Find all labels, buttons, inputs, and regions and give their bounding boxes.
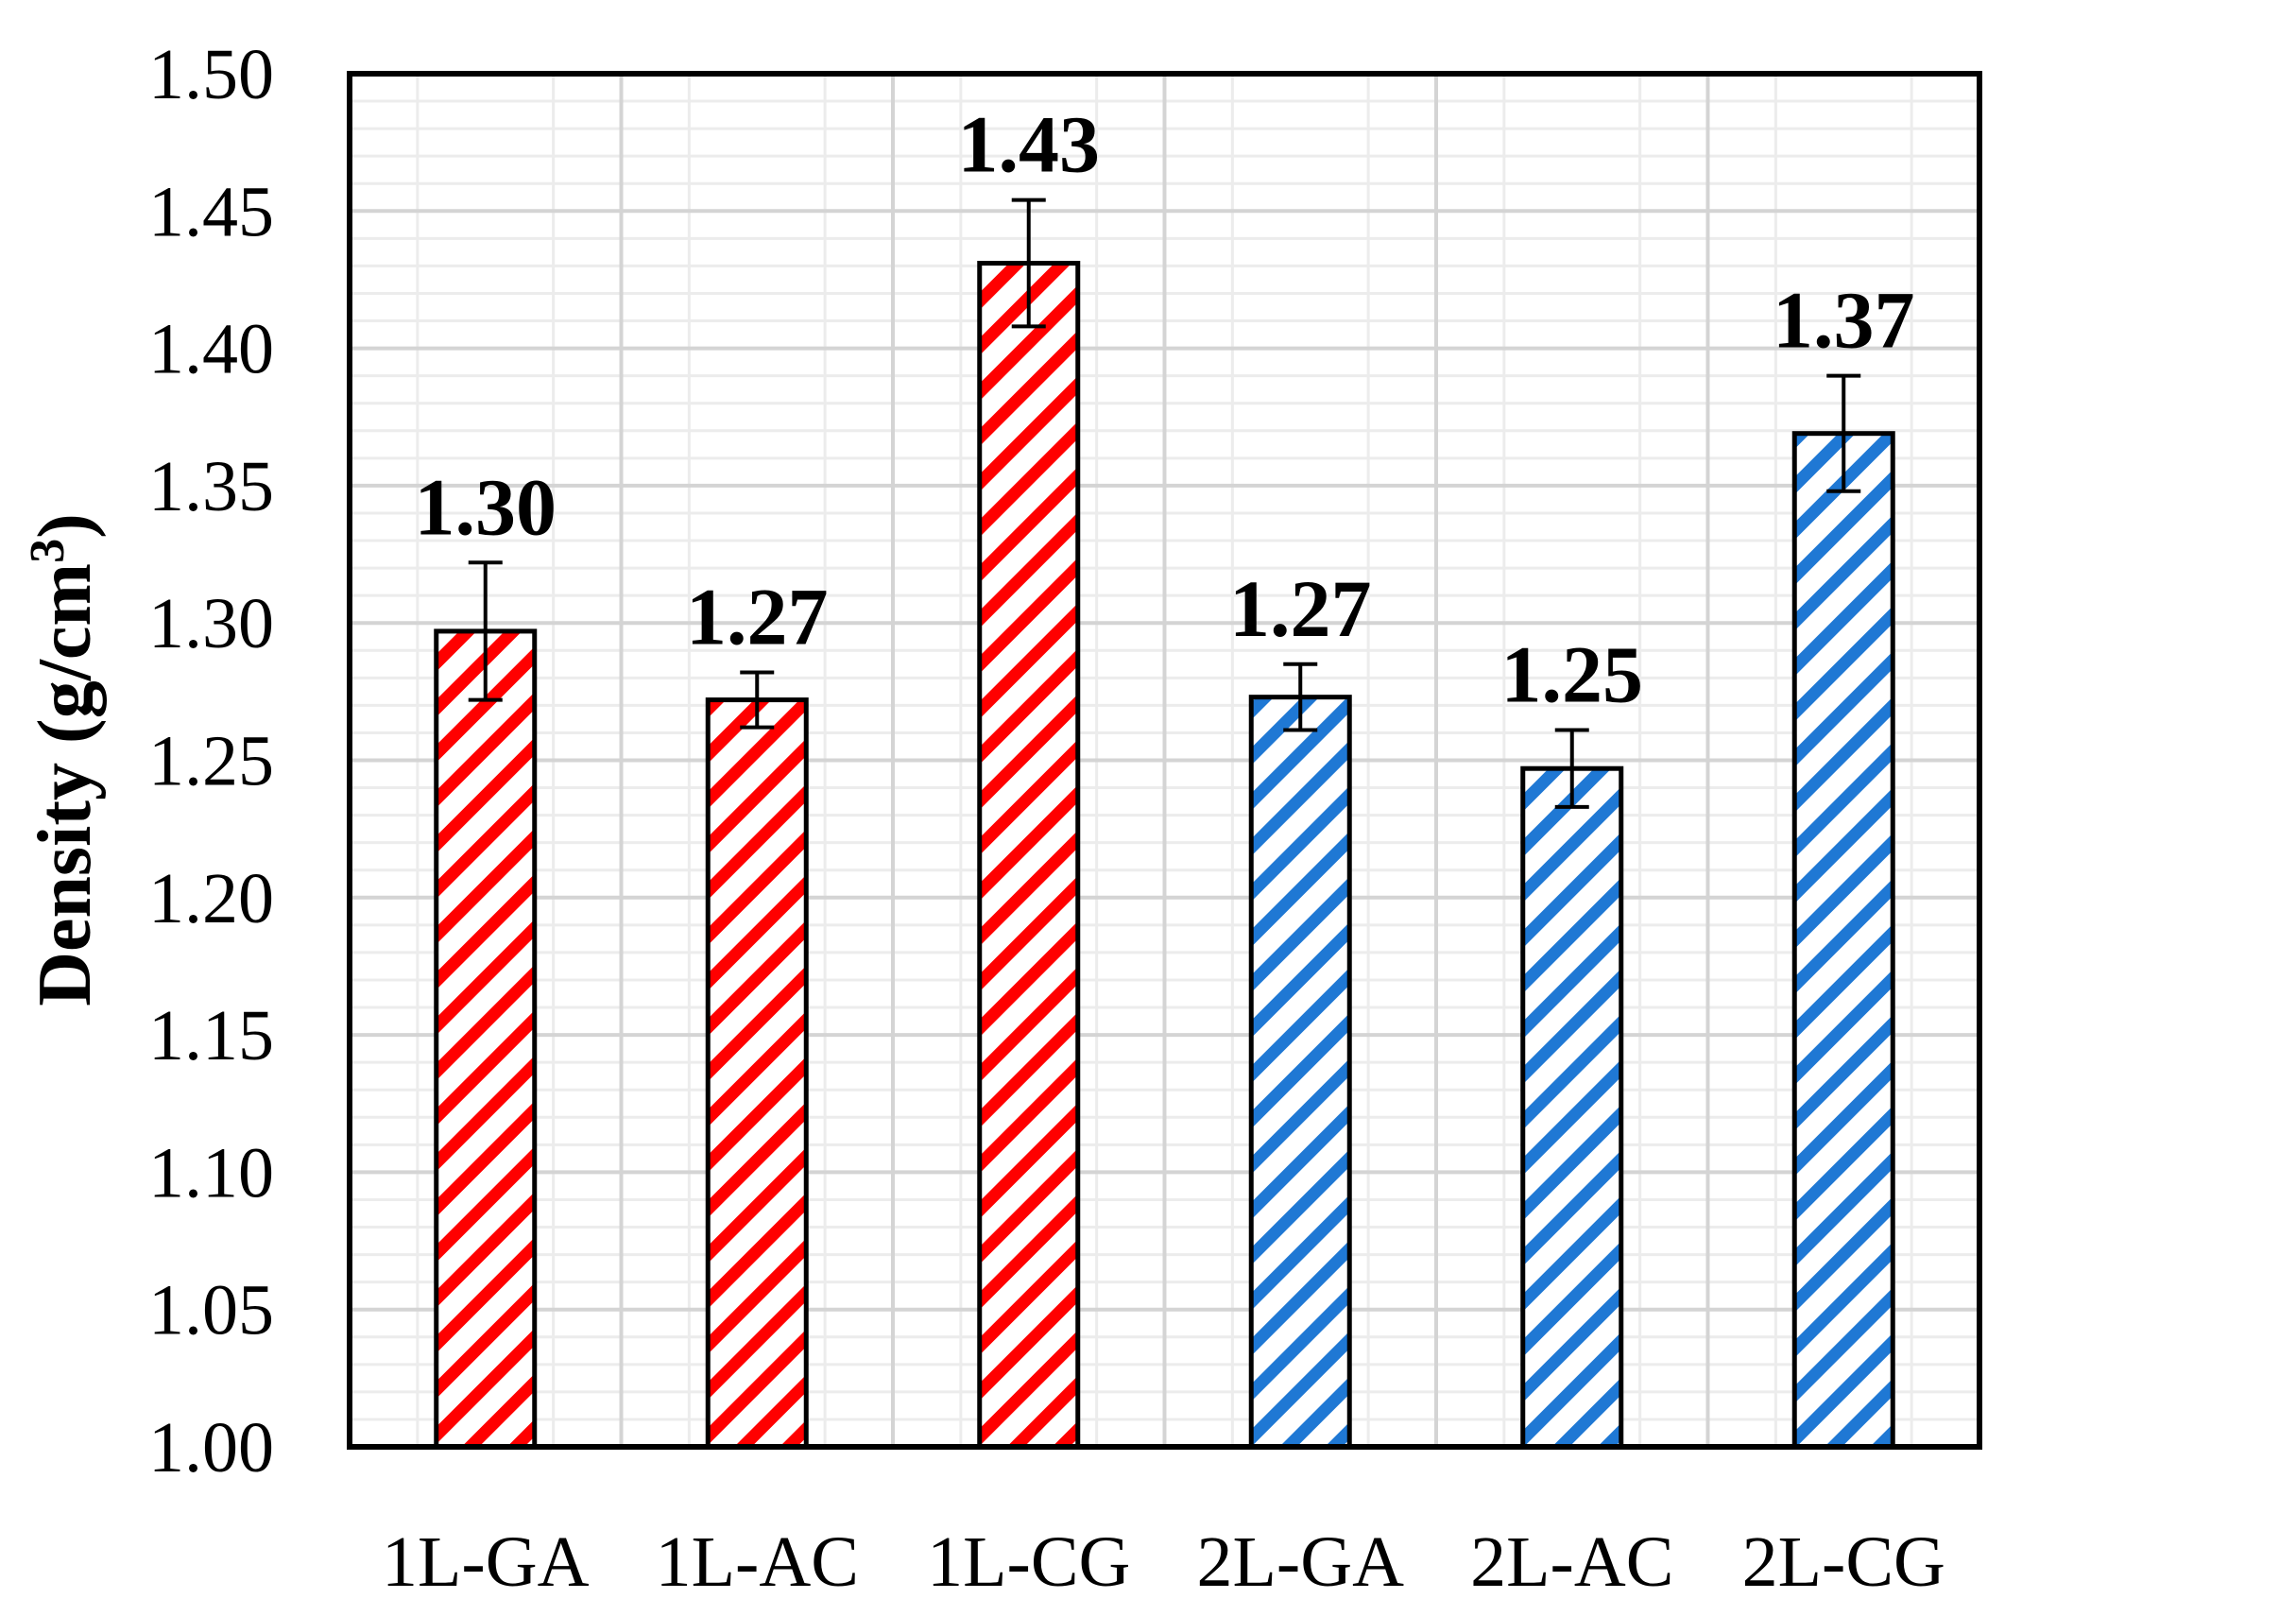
- bar-2l-ga: [1248, 695, 1352, 1450]
- data-label-2l-ac: 1.25: [1501, 629, 1644, 720]
- x-category-label: 2L-GA: [1196, 1522, 1404, 1602]
- bar-2l-ac: [1520, 765, 1624, 1450]
- y-tick-label: 1.45: [148, 172, 274, 251]
- y-tick-labels: 1.00 1.05 1.10 1.15 1.20 1.25 1.30 1.35 1.40 1.45…: [148, 35, 274, 1487]
- bar-2l-cg: [1791, 431, 1895, 1450]
- y-axis-label: Density (g/cm3): [21, 513, 107, 1006]
- x-category-label: 1L-GA: [382, 1522, 590, 1602]
- y-tick-label: 1.15: [148, 996, 274, 1075]
- bar-1l-ga: [434, 628, 538, 1450]
- data-labels: 1.30 1.27 1.43 1.27 1.25 1.37: [415, 99, 1915, 720]
- y-tick-label: 1.30: [148, 584, 274, 663]
- y-tick-label: 1.20: [148, 859, 274, 938]
- x-category-label: 2L-CG: [1742, 1522, 1945, 1602]
- bar-1l-ac: [705, 697, 809, 1450]
- y-tick-label: 1.00: [148, 1408, 274, 1487]
- x-category-label: 1L-CG: [927, 1522, 1130, 1602]
- y-tick-label: 1.10: [148, 1133, 274, 1212]
- data-label-1l-ga: 1.30: [415, 461, 557, 552]
- data-label-2l-cg: 1.37: [1773, 275, 1915, 366]
- y-tick-label: 1.50: [148, 35, 274, 114]
- y-tick-label: 1.35: [148, 447, 274, 526]
- x-category-labels: 1L-GA 1L-AC 1L-CG 2L-GA 2L-AC 2L-CG: [382, 1522, 1945, 1602]
- bar-1l-cg: [977, 261, 1081, 1450]
- y-tick-label: 1.05: [148, 1271, 274, 1350]
- grid: [350, 72, 1979, 1449]
- bars: [434, 198, 1895, 1450]
- y-tick-label: 1.25: [148, 722, 274, 801]
- data-label-1l-ac: 1.27: [686, 572, 829, 662]
- y-tick-label: 1.40: [148, 310, 274, 389]
- x-category-label: 2L-AC: [1470, 1522, 1673, 1602]
- plot-frame: [347, 71, 1982, 1450]
- data-label-2l-ga: 1.27: [1229, 563, 1372, 654]
- x-category-label: 1L-AC: [656, 1522, 859, 1602]
- data-label-1l-cg: 1.43: [958, 99, 1101, 190]
